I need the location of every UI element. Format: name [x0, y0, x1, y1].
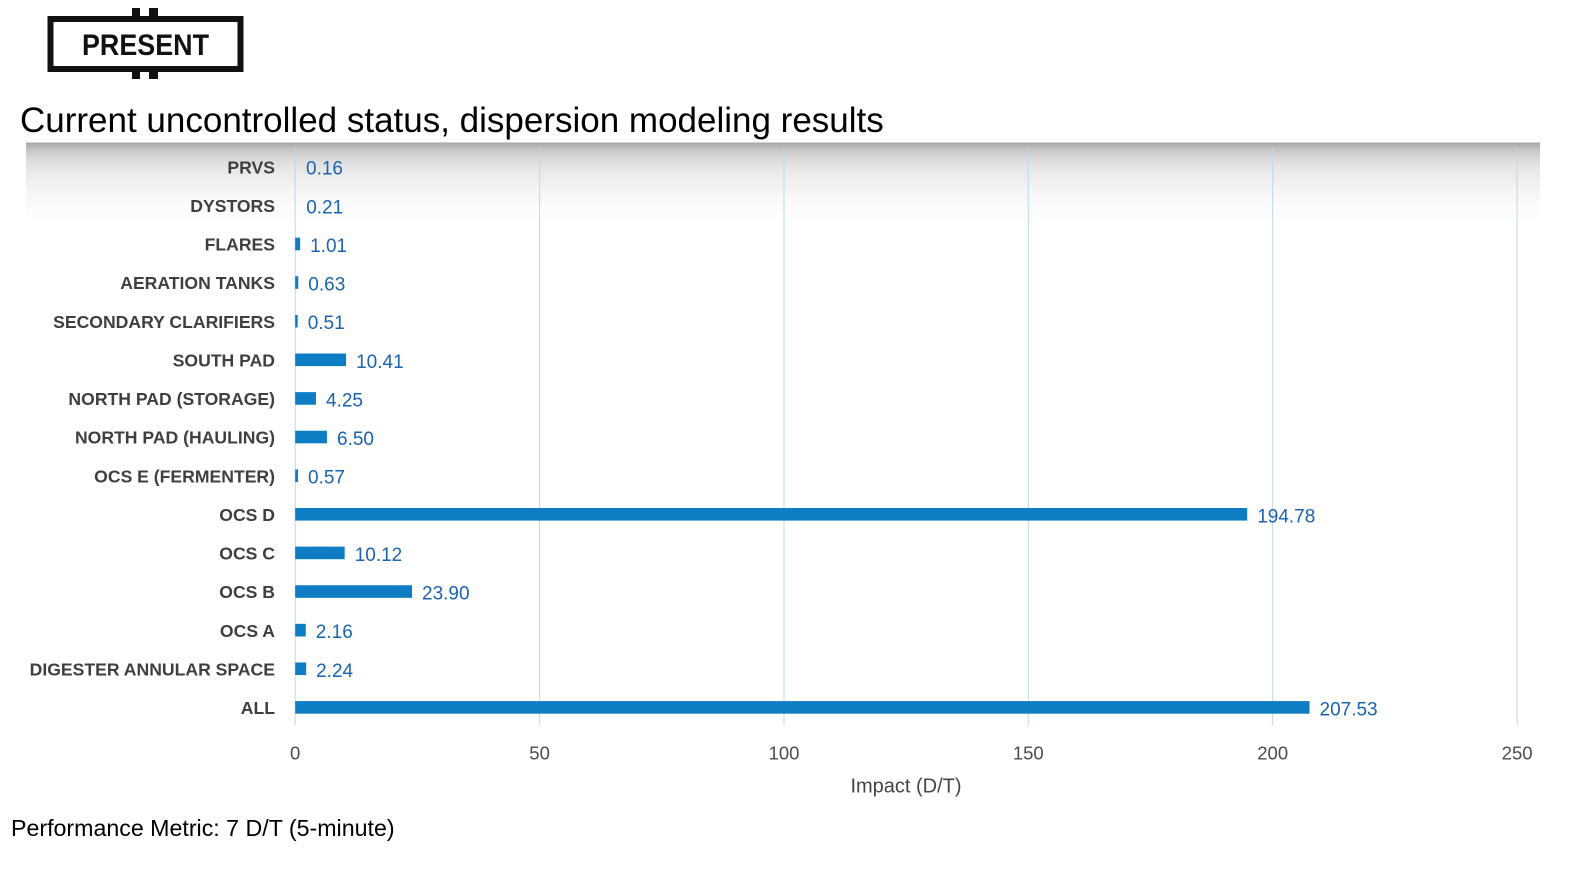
svg-text:OCS C: OCS C: [219, 544, 275, 564]
svg-text:ALL: ALL: [241, 698, 275, 718]
svg-text:PRVS: PRVS: [227, 157, 275, 177]
svg-text:0.51: 0.51: [308, 313, 345, 334]
svg-text:SOUTH PAD: SOUTH PAD: [173, 350, 275, 370]
svg-text:194.78: 194.78: [1257, 506, 1315, 527]
svg-text:0.63: 0.63: [308, 275, 345, 296]
svg-text:50: 50: [529, 742, 550, 763]
svg-text:0.57: 0.57: [308, 468, 345, 489]
svg-text:Impact (D/T): Impact (D/T): [850, 776, 961, 798]
svg-text:200: 200: [1257, 742, 1288, 763]
svg-text:207.53: 207.53: [1320, 699, 1378, 720]
svg-text:NORTH PAD (HAULING): NORTH PAD (HAULING): [75, 428, 275, 448]
svg-text:PRESENT: PRESENT: [82, 29, 209, 62]
svg-text:10.12: 10.12: [355, 545, 403, 566]
svg-text:OCS D: OCS D: [219, 505, 275, 525]
svg-text:1.01: 1.01: [310, 236, 347, 257]
svg-text:0.16: 0.16: [306, 159, 343, 180]
svg-text:OCS B: OCS B: [219, 582, 275, 602]
svg-text:SECONDARY CLARIFIERS: SECONDARY CLARIFIERS: [53, 312, 275, 332]
svg-text:150: 150: [1013, 742, 1044, 763]
svg-text:OCS A: OCS A: [220, 621, 275, 641]
svg-text:2.24: 2.24: [316, 661, 353, 682]
svg-text:23.90: 23.90: [422, 584, 470, 605]
svg-text:10.41: 10.41: [356, 352, 404, 373]
svg-text:FLARES: FLARES: [205, 235, 276, 255]
svg-text:250: 250: [1502, 742, 1533, 763]
svg-text:OCS E (FERMENTER): OCS E (FERMENTER): [94, 466, 275, 486]
svg-text:2.16: 2.16: [316, 622, 353, 643]
svg-text:100: 100: [769, 742, 800, 763]
svg-text:Current uncontrolled status, d: Current uncontrolled status, dispersion …: [20, 101, 884, 140]
svg-text:6.50: 6.50: [337, 429, 374, 450]
svg-text:Performance Metric: 7 D/T (5-m: Performance Metric: 7 D/T (5-minute): [11, 815, 395, 841]
svg-text:0: 0: [290, 742, 300, 763]
svg-text:4.25: 4.25: [326, 390, 363, 411]
svg-text:DYSTORS: DYSTORS: [190, 196, 275, 216]
svg-text:NORTH PAD (STORAGE): NORTH PAD (STORAGE): [68, 389, 275, 409]
svg-text:0.21: 0.21: [306, 197, 343, 218]
svg-text:AERATION TANKS: AERATION TANKS: [120, 273, 275, 293]
svg-text:DIGESTER ANNULAR SPACE: DIGESTER ANNULAR SPACE: [30, 659, 276, 679]
